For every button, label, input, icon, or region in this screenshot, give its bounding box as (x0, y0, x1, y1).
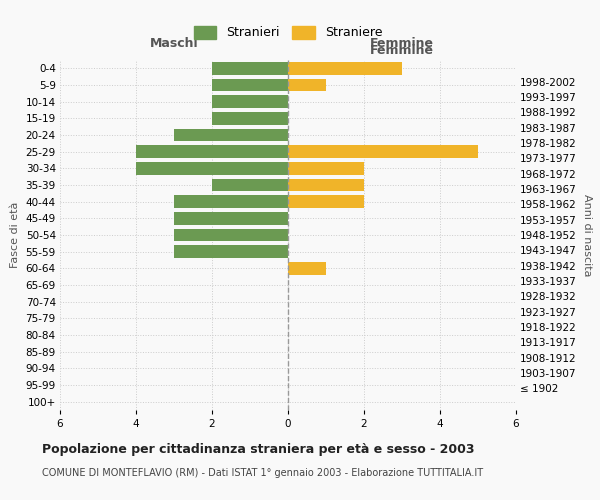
Bar (212, 96, 288, 108)
Bar (288, 179, 364, 192)
Bar (288, 62, 402, 74)
Bar (136, 162, 288, 174)
Text: COMUNE DI MONTEFLAVIO (RM) - Dati ISTAT 1° gennaio 2003 - Elaborazione TUTTITALI: COMUNE DI MONTEFLAVIO (RM) - Dati ISTAT … (42, 468, 483, 477)
Bar (136, 146, 288, 158)
Text: Femmine: Femmine (370, 44, 434, 57)
Bar (212, 112, 288, 124)
Bar (288, 162, 364, 174)
Bar (174, 196, 288, 208)
Bar (174, 246, 288, 258)
Bar (212, 62, 288, 74)
Text: Popolazione per cittadinanza straniera per età e sesso - 2003: Popolazione per cittadinanza straniera p… (42, 442, 475, 456)
Bar (212, 79, 288, 92)
Bar (288, 146, 478, 158)
Y-axis label: Fasce di età: Fasce di età (10, 202, 20, 268)
Bar (212, 179, 288, 192)
Text: Maschi: Maschi (149, 37, 199, 50)
Y-axis label: Anni di nascita: Anni di nascita (583, 194, 592, 276)
Bar (288, 79, 326, 92)
Bar (288, 196, 364, 208)
Bar (174, 129, 288, 141)
Legend: Stranieri, Straniere: Stranieri, Straniere (189, 21, 387, 44)
Bar (288, 262, 326, 274)
Bar (174, 212, 288, 224)
Text: Femmine: Femmine (370, 37, 434, 50)
Bar (174, 229, 288, 241)
